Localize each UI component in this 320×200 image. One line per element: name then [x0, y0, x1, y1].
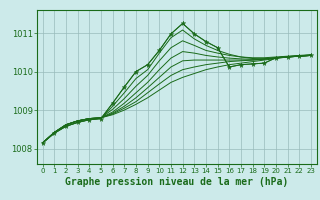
X-axis label: Graphe pression niveau de la mer (hPa): Graphe pression niveau de la mer (hPa): [65, 177, 288, 187]
